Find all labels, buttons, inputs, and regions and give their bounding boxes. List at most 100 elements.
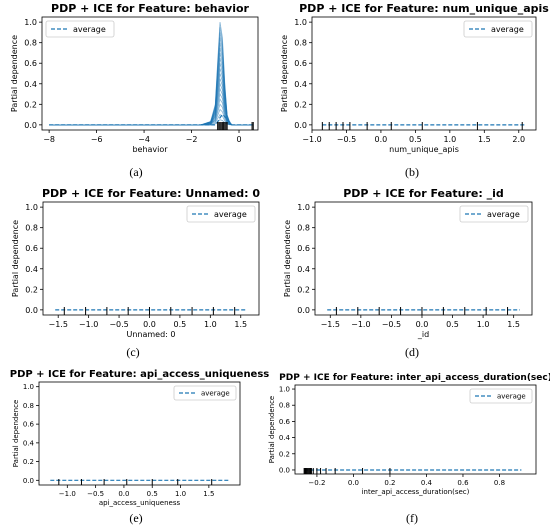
y-axis-label: Partial dependence <box>10 35 19 112</box>
x-tick-label: 2.0 <box>512 135 525 144</box>
x-tick-label: −4 <box>138 135 150 144</box>
x-tick-label: 0.0 <box>348 479 359 487</box>
x-tick-label: −8 <box>43 135 55 144</box>
y-tick-label: 0.0 <box>294 121 307 130</box>
chart-panel-3: PDP + ICE for Feature: _id −1.5 −1.0 −0.5 0.… <box>283 187 533 359</box>
y-tick-label: 0.2 <box>279 450 290 458</box>
legend-label: average <box>487 210 520 219</box>
x-tick-label: 0.5 <box>174 320 187 329</box>
x-tick-label: 0.2 <box>384 479 395 487</box>
ice-line <box>49 103 254 126</box>
legend-label: average <box>73 25 106 34</box>
y-tick-label: 0.2 <box>25 285 38 294</box>
plot-frame <box>41 16 259 131</box>
y-tick-label: 0.6 <box>279 418 291 426</box>
x-tick-label: −0.5 <box>109 320 128 329</box>
x-axis-label: Unnamed: 0 <box>126 330 175 339</box>
x-tick-label: 1.0 <box>477 320 490 329</box>
legend-label: average <box>491 25 524 34</box>
x-tick-label: 0.0 <box>143 320 156 329</box>
x-tick-label: −1.0 <box>79 320 98 329</box>
y-tick-label: 0.2 <box>297 285 310 294</box>
panel-caption: (b) <box>405 165 419 179</box>
y-tick-label: 1.0 <box>24 18 37 27</box>
x-tick-label: −0.5 <box>87 490 104 498</box>
panel-caption: (e) <box>129 511 142 525</box>
x-tick-label: 0.4 <box>421 479 433 487</box>
x-tick-label: 1.5 <box>203 490 214 498</box>
x-tick-label: 1.5 <box>507 320 520 329</box>
y-tick-label: 0.2 <box>24 100 37 109</box>
plot-frame <box>38 381 241 486</box>
y-tick-label: 0.6 <box>297 244 310 253</box>
legend-box <box>45 20 115 38</box>
x-tick-label: −0.2 <box>308 479 325 487</box>
y-tick-label: 0.8 <box>24 39 37 48</box>
x-tick-label: 0.5 <box>409 135 422 144</box>
y-tick-label: 0.6 <box>23 421 35 429</box>
y-tick-label: 0.2 <box>23 458 34 466</box>
y-tick-label: 0.8 <box>23 402 34 410</box>
x-axis-label: num_unique_apis <box>389 145 459 154</box>
y-tick-label: 0.6 <box>294 59 307 68</box>
y-tick-label: 1.0 <box>294 18 307 27</box>
x-axis-label: behavior <box>132 145 168 154</box>
x-tick-label: 1.5 <box>478 135 491 144</box>
y-tick-label: 0.0 <box>24 121 37 130</box>
chart-title: PDP + ICE for Feature: api_access_unique… <box>10 369 270 380</box>
x-axis-label: inter_api_access_duration(sec) <box>362 488 470 496</box>
y-tick-label: 0.8 <box>279 402 290 410</box>
y-tick-label: 1.0 <box>23 383 34 391</box>
y-axis-label: Partial dependence <box>12 400 20 468</box>
y-tick-label: 0.0 <box>297 306 310 315</box>
y-tick-label: 0.6 <box>25 244 38 253</box>
x-tick-label: −1.0 <box>302 135 321 144</box>
panel-caption: (f) <box>406 511 418 525</box>
x-tick-label: 0.0 <box>416 320 429 329</box>
y-tick-label: 0.4 <box>279 434 291 442</box>
panel-caption: (c) <box>126 345 139 359</box>
legend-box <box>173 385 237 401</box>
average-line <box>49 113 254 126</box>
y-axis-label: Partial dependence <box>283 220 292 297</box>
x-tick-label: 0 <box>236 135 241 144</box>
chart-panel-4: PDP + ICE for Feature: api_access_unique… <box>10 369 270 525</box>
x-tick-label: 0.0 <box>375 135 388 144</box>
plot-frame <box>42 201 260 316</box>
legend-box <box>459 205 529 223</box>
chart-panel-2: PDP + ICE for Feature: Unnamed: 0 −1.5 −1.… <box>11 187 260 359</box>
legend-label: average <box>497 393 526 401</box>
legend-label: average <box>214 210 247 219</box>
chart-title: PDP + ICE for Feature: _id <box>343 187 504 200</box>
x-tick-label: 1.0 <box>204 320 217 329</box>
y-tick-label: 1.0 <box>25 203 38 212</box>
x-tick-label: −1.0 <box>59 490 76 498</box>
chart-panel-0: PDP + ICE for Feature: behavior −8 −6 −4 −2 0… <box>10 2 259 179</box>
y-tick-label: 0.0 <box>279 466 290 474</box>
y-tick-label: 0.2 <box>294 100 307 109</box>
y-tick-label: 0.4 <box>25 265 38 274</box>
x-tick-label: −2 <box>186 135 198 144</box>
y-tick-label: 0.4 <box>294 80 307 89</box>
x-tick-label: −0.5 <box>337 135 356 144</box>
legend-box <box>186 205 256 223</box>
x-tick-label: −6 <box>91 135 103 144</box>
x-tick-label: −1.5 <box>321 320 340 329</box>
y-tick-label: 0.4 <box>297 265 310 274</box>
y-tick-label: 0.6 <box>24 59 37 68</box>
x-tick-label: −0.5 <box>382 320 401 329</box>
x-axis-label: _id <box>417 330 429 339</box>
y-tick-label: 1.0 <box>297 203 310 212</box>
chart-title: PDP + ICE for Feature: inter_api_access_… <box>279 373 550 383</box>
y-tick-label: 0.4 <box>23 439 35 447</box>
x-tick-label: 0.6 <box>457 479 469 487</box>
chart-panel-1: PDP + ICE for Feature: num_unique_apis −1… <box>280 2 549 179</box>
chart-title: PDP + ICE for Feature: behavior <box>51 2 249 15</box>
y-tick-label: 0.8 <box>297 224 310 233</box>
y-axis-label: Partial dependence <box>11 220 20 297</box>
panel-caption: (a) <box>129 165 142 179</box>
y-tick-label: 0.0 <box>23 477 34 485</box>
y-tick-label: 0.8 <box>294 39 307 48</box>
y-tick-label: 1.0 <box>279 386 290 394</box>
